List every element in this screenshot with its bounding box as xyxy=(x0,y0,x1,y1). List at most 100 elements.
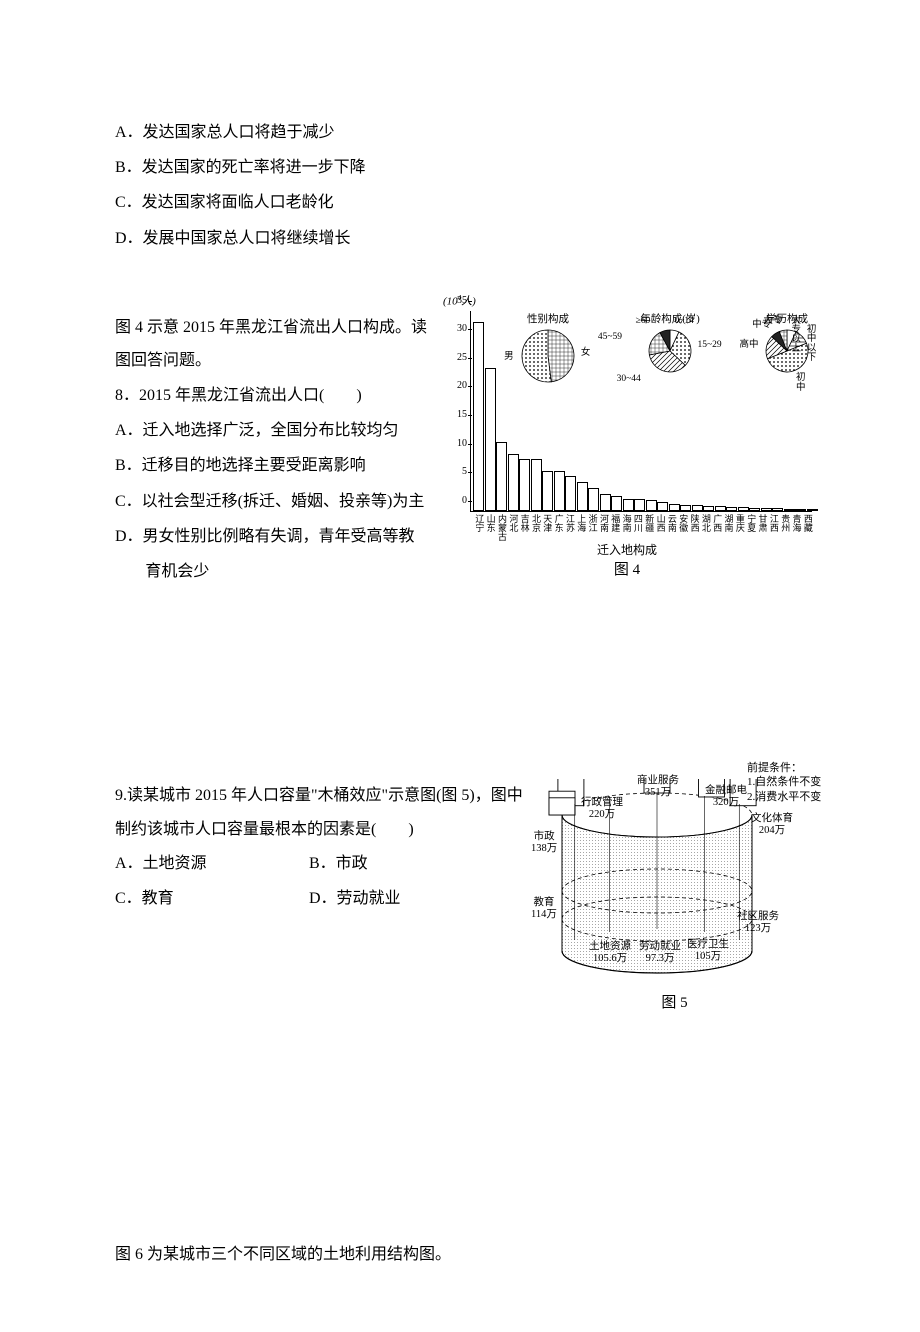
q7-option-b: B．发达国家的死亡率将进一步下降 xyxy=(115,150,810,185)
pie-slice-label: 0~14 xyxy=(675,317,694,327)
q9-block: 9.读某城市 2015 年人口容量"木桶效应"示意图(图 5)，图中制约该城市人… xyxy=(115,779,810,1012)
bar xyxy=(657,502,668,511)
pie-slice-label: 男 xyxy=(504,353,514,363)
bar xyxy=(795,509,806,511)
figure-4-label: 图 4 xyxy=(614,558,640,579)
q7-option-a: A．发达国家总人口将趋于减少 xyxy=(115,115,810,150)
x-label: 湖北 xyxy=(699,514,710,542)
pie-slice-label: 初中 xyxy=(796,374,810,393)
bar xyxy=(588,488,599,511)
bar xyxy=(807,509,818,511)
bar xyxy=(554,471,565,511)
bar xyxy=(749,508,760,511)
premise-text: 前提条件：1.自然条件不变2.消费水平不变 xyxy=(747,761,821,804)
bar xyxy=(623,499,634,510)
y-tick: 20 xyxy=(449,381,467,391)
x-label: 甘肃 xyxy=(755,514,766,542)
x-label: 新疆 xyxy=(642,514,653,542)
q9-option-c: C．教育 xyxy=(115,881,305,916)
y-tick: 0 xyxy=(449,496,467,506)
x-label: 西藏 xyxy=(801,514,812,542)
x-label: 四川 xyxy=(631,514,642,542)
q9-text: 9.读某城市 2015 年人口容量"木桶效应"示意图(图 5)，图中制约该城市人… xyxy=(115,779,525,917)
stave-label: 行政管理220万 xyxy=(581,797,623,820)
bar xyxy=(772,508,783,510)
bar xyxy=(519,459,530,510)
bar xyxy=(646,500,657,510)
stave-label: 医疗卫生105万 xyxy=(687,939,729,962)
q9-option-a: A．土地资源 xyxy=(115,846,305,881)
x-axis-title: 迁入地构成 xyxy=(442,544,812,556)
x-label: 贵州 xyxy=(778,514,789,542)
bar xyxy=(485,368,496,511)
x-label: 青海 xyxy=(789,514,800,542)
q8-option-d: D．男女性别比例略有失调，青年受高等教育机会少 xyxy=(115,519,430,589)
y-tick: 35 xyxy=(449,296,467,306)
x-label: 江苏 xyxy=(563,514,574,542)
bar xyxy=(692,505,703,511)
stave-label: 社区服务123万 xyxy=(737,911,779,934)
stave-label: 土地资源105.6万 xyxy=(589,941,631,964)
x-label: 湖南 xyxy=(721,514,732,542)
bar xyxy=(508,454,519,511)
bar xyxy=(703,506,714,511)
bar xyxy=(715,506,726,511)
pie-slice-label: 女 xyxy=(581,349,591,359)
q9-option-d: D．劳动就业 xyxy=(309,890,401,907)
pie-slice-label: 大专 xyxy=(763,317,782,327)
y-tick: 10 xyxy=(449,439,467,449)
y-tick: 25 xyxy=(449,353,467,363)
x-label: 福建 xyxy=(608,514,619,542)
bar xyxy=(531,459,542,510)
spacer xyxy=(115,589,810,779)
bar xyxy=(496,442,507,511)
x-label: 吉林 xyxy=(517,514,528,542)
x-label: 广西 xyxy=(710,514,721,542)
bar xyxy=(577,482,588,511)
bar xyxy=(611,496,622,510)
figure-4-container: (104人)05101520253035辽宁山东内蒙古河北吉林北京天津广东江苏上… xyxy=(442,311,812,579)
bar xyxy=(680,505,691,511)
x-label: 辽宁 xyxy=(472,514,483,542)
q-next-intro: 图 6 为某城市三个不同区域的土地利用结构图。 xyxy=(115,1237,810,1272)
bar xyxy=(542,471,553,511)
stave-label: 市政138万 xyxy=(531,831,557,854)
page-container: A．发达国家总人口将趋于减少 B．发达国家的死亡率将进一步下降 C．发达国家将面… xyxy=(0,0,920,1332)
x-label: 宁夏 xyxy=(744,514,755,542)
q9-option-b: B．市政 xyxy=(309,855,368,872)
q8-option-b: B．迁移目的地选择主要受距离影响 xyxy=(115,448,430,483)
bar xyxy=(761,508,772,510)
pie-age: 年龄构成(岁)0~1415~2930~4445~59≥60 xyxy=(640,315,700,385)
x-label: 河北 xyxy=(506,514,517,542)
x-label: 重庆 xyxy=(733,514,744,542)
q9-options-row1: A．土地资源 B．市政 xyxy=(115,846,525,881)
x-label: 山西 xyxy=(653,514,664,542)
x-label: 广东 xyxy=(551,514,562,542)
figure-5-container: 商业服务351万金融邮电320万文化体育204万行政管理220万市政138万教育… xyxy=(537,779,812,1012)
q9-options-row2: C．教育 D．劳动就业 xyxy=(115,881,525,916)
q8-text: 图 4 示意 2015 年黑龙江省流出人口构成。读图回答问题。 8．2015 年… xyxy=(115,311,430,589)
q8-intro: 图 4 示意 2015 年黑龙江省流出人口构成。读图回答问题。 xyxy=(115,311,430,378)
figure-5: 商业服务351万金融邮电320万文化体育204万行政管理220万市政138万教育… xyxy=(537,779,812,989)
pie-slice-label: ≥60 xyxy=(636,317,651,327)
q7-option-c: C．发达国家将面临人口老龄化 xyxy=(115,185,810,220)
stave-label: 商业服务351万 xyxy=(637,775,679,798)
q8-option-a: A．迁入地选择广泛，全国分布比较均匀 xyxy=(115,413,430,448)
x-label: 河南 xyxy=(597,514,608,542)
y-tick: 30 xyxy=(449,324,467,334)
bar xyxy=(726,507,737,511)
figure-4: (104人)05101520253035辽宁山东内蒙古河北吉林北京天津广东江苏上… xyxy=(442,311,812,556)
q8-option-c: C．以社会型迁移(拆迁、婚姻、投亲等)为主 xyxy=(115,484,430,519)
pie-slice-label: 30~44 xyxy=(617,375,641,385)
bar xyxy=(784,509,795,511)
q9-stem: 9.读某城市 2015 年人口容量"木桶效应"示意图(图 5)，图中制约该城市人… xyxy=(115,779,525,846)
pie-slice-label: 15~29 xyxy=(697,341,721,351)
x-label: 陕西 xyxy=(687,514,698,542)
x-label: 海南 xyxy=(619,514,630,542)
pie-edu: 学历构成大专以上初中以下初中高中中专大专 xyxy=(764,315,810,385)
x-label: 天津 xyxy=(540,514,551,542)
pie-gender: 性别构成女男 xyxy=(520,315,576,385)
stave-label: 金融邮电320万 xyxy=(705,785,747,808)
y-tick: 15 xyxy=(449,410,467,420)
x-label: 浙江 xyxy=(585,514,596,542)
